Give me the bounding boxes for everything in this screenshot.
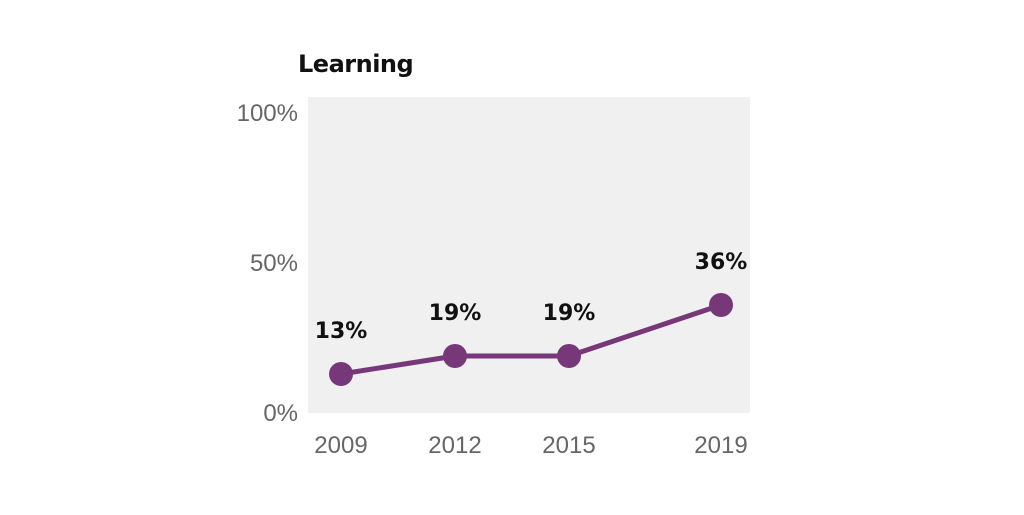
y-axis: 0% 50% 100% [237,100,298,427]
data-label: 13% [315,319,368,344]
data-point [557,344,581,368]
y-tick-label: 100% [237,100,298,127]
x-tick-label: 2019 [694,432,747,459]
x-tick-label: 2009 [314,432,367,459]
series-line [340,302,722,377]
data-point [329,362,353,386]
data-label: 19% [429,301,482,326]
data-label: 19% [543,301,596,326]
y-tick-label: 0% [263,400,298,427]
chart-title: Learning [298,50,414,78]
y-tick-label: 50% [250,250,298,277]
x-tick-label: 2015 [542,432,595,459]
data-point [443,344,467,368]
x-axis: 2009 2012 2015 2019 [314,432,747,459]
series-layer: 13% 19% 19% 36% [315,250,748,386]
data-point [709,293,733,317]
x-tick-label: 2012 [428,432,481,459]
plot-area [308,97,750,413]
data-label: 36% [695,250,748,275]
